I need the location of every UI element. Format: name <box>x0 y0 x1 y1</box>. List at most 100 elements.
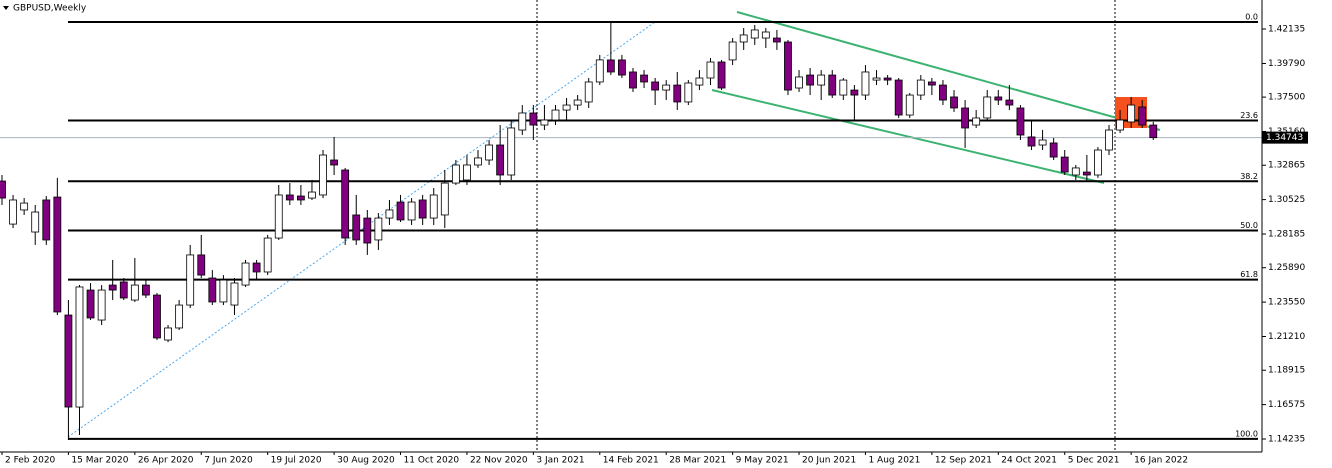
candle-body <box>363 217 372 244</box>
candle-body <box>939 84 947 101</box>
candle-body <box>330 159 339 166</box>
x-tick-label: 28 Mar 2021 <box>669 456 726 466</box>
fib-level-label: 100.0 <box>1235 429 1258 438</box>
y-tick-label: 1.42135 <box>1268 24 1305 34</box>
candle-body <box>861 71 870 96</box>
y-tick-label: 1.14235 <box>1268 434 1305 444</box>
candle-body <box>927 81 936 86</box>
candle-body <box>274 194 283 239</box>
candle-body <box>961 107 969 129</box>
x-tick-label: 15 Mar 2020 <box>71 456 128 466</box>
candle-body <box>1094 149 1102 176</box>
candle-body <box>728 41 737 61</box>
x-tick-label: 22 Nov 2020 <box>470 456 528 466</box>
candle-body <box>507 127 516 176</box>
candle-body <box>208 277 217 303</box>
y-tick-label: 1.32865 <box>1268 161 1305 171</box>
candle-body <box>640 74 648 83</box>
candle-body <box>662 84 671 91</box>
y-tick-label: 1.18915 <box>1268 366 1305 376</box>
candle-body <box>197 254 206 276</box>
x-tick-label: 14 Feb 2021 <box>603 456 659 466</box>
candle-body <box>20 202 29 211</box>
candle-body <box>651 81 660 91</box>
x-tick-label: 11 Oct 2020 <box>404 456 460 466</box>
candle-body <box>319 154 327 196</box>
candle-body <box>761 31 770 39</box>
candle-body <box>175 304 184 329</box>
candle-body <box>1127 104 1136 123</box>
candle-body <box>695 77 704 86</box>
candle-body <box>1060 156 1069 173</box>
y-tick-label: 1.37500 <box>1268 93 1305 103</box>
candle-body <box>130 284 139 301</box>
x-tick-label: 1 Aug 2021 <box>868 456 920 466</box>
y-tick-label: 1.39790 <box>1268 59 1305 69</box>
candle-body <box>75 286 84 408</box>
candle-body <box>828 74 837 96</box>
candle-body <box>551 109 560 121</box>
candle-body <box>817 74 826 86</box>
last-price-box <box>1262 131 1308 144</box>
candle-body <box>252 262 261 273</box>
fib-level-label: 0.0 <box>1245 13 1258 22</box>
candle-body <box>684 82 693 103</box>
candle-body <box>972 117 981 126</box>
x-tick-label: 20 Jun 2021 <box>802 456 856 466</box>
candle-body <box>219 279 228 303</box>
candle-body <box>618 59 626 76</box>
candle-body <box>872 77 881 81</box>
candle-body <box>64 314 73 408</box>
candle-body <box>717 61 726 89</box>
candle-body <box>474 157 482 166</box>
candle-body <box>285 194 294 201</box>
candle-body <box>1005 99 1014 106</box>
candle-body <box>1105 129 1113 151</box>
x-tick-label: 24 Oct 2021 <box>1001 456 1057 466</box>
candle-body <box>485 144 493 161</box>
candle-body <box>1016 107 1025 136</box>
collapse-arrow[interactable] <box>3 6 9 10</box>
x-tick-label: 9 May 2021 <box>736 456 789 466</box>
candle-body <box>9 199 17 225</box>
candle-body <box>31 211 40 233</box>
candle-body <box>750 29 759 39</box>
x-tick-label: 12 Sep 2021 <box>935 456 992 466</box>
candle-body <box>629 71 637 89</box>
fib-level-label: 50.0 <box>1240 221 1258 230</box>
x-tick-label: 19 Jul 2020 <box>271 456 322 466</box>
candle-body <box>463 164 471 181</box>
y-tick-label: 1.25890 <box>1268 263 1305 273</box>
candle-body <box>606 59 615 73</box>
candle-body <box>1027 136 1036 147</box>
candle-body <box>518 112 527 131</box>
candle-body <box>263 237 272 273</box>
candle-body <box>784 41 792 91</box>
candle-body <box>905 94 914 116</box>
candle-body <box>451 164 460 184</box>
candle-body <box>773 37 781 43</box>
last-price-label: 1.34743 <box>1266 133 1303 143</box>
candle-body <box>529 112 538 126</box>
candle-body <box>806 74 815 86</box>
candle-body <box>595 59 604 83</box>
y-tick-label: 1.21210 <box>1268 332 1305 342</box>
candle-body <box>374 217 383 241</box>
candle-body <box>396 201 405 221</box>
fib-level-label: 61.8 <box>1240 270 1258 279</box>
candle-body <box>1038 139 1047 146</box>
candle-body <box>429 194 438 219</box>
candle-body <box>983 96 992 119</box>
candle-body <box>0 180 6 199</box>
fib-level-label: 38.2 <box>1240 172 1258 181</box>
candle-body <box>1049 142 1058 158</box>
candle-body <box>341 169 350 239</box>
candle-body <box>164 327 172 341</box>
candle-body <box>352 214 361 241</box>
candle-body <box>850 89 859 96</box>
x-tick-label: 3 Jan 2021 <box>536 456 584 466</box>
candle-body <box>1116 119 1124 131</box>
candle-body <box>673 84 682 103</box>
x-tick-label: 7 Jun 2020 <box>204 456 253 466</box>
